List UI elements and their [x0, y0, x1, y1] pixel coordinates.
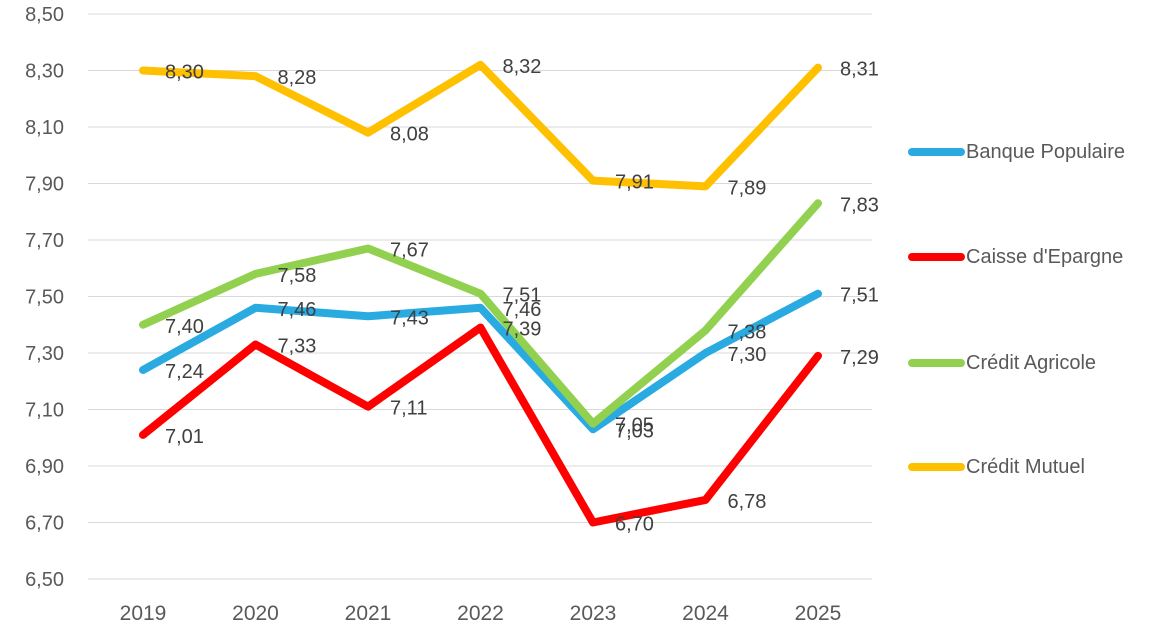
data-label-caisse-d-epargne-2024: 6,78	[728, 491, 767, 513]
y-axis-tick-label: 8,50	[25, 4, 64, 26]
legend-label-banque-populaire: Banque Populaire	[966, 140, 1126, 163]
series-line-cr-dit-mutuel[interactable]	[139, 60, 822, 191]
data-label-cr-dit-agricole-2021: 7,67	[390, 239, 429, 261]
data-label-banque-populaire-2024: 7,30	[728, 344, 767, 366]
y-axis-tick-label: 7,70	[25, 230, 64, 252]
y-axis-tick-label: 7,10	[25, 400, 64, 422]
y-axis-tick-label: 8,10	[25, 117, 64, 139]
data-label-caisse-d-epargne-2022: 7,39	[503, 319, 542, 341]
data-label-banque-populaire-2020: 7,46	[278, 299, 317, 321]
data-labels: 7,24 7,46 7,43 7,46 7,03 7,30 7,51 7,01 7,33 7,11…	[165, 56, 879, 536]
data-label-caisse-d-epargne-2025: 7,29	[840, 347, 879, 369]
data-label-cr-dit-mutuel-2019: 8,30	[165, 62, 204, 84]
legend-label-cr-dit-agricole: Crédit Agricole	[966, 351, 1097, 374]
legend-swatch-banque-populaire	[908, 148, 965, 156]
legend-item-caisse-d-epargne[interactable]: Caisse d'Epargne	[908, 243, 1123, 271]
y-axis-tick-label: 6,50	[25, 569, 64, 591]
data-label-cr-dit-agricole-2020: 7,58	[278, 265, 317, 287]
data-label-cr-dit-mutuel-2020: 8,28	[278, 67, 317, 89]
data-label-cr-dit-agricole-2025: 7,83	[840, 194, 879, 216]
y-axis-tick-label: 6,90	[25, 456, 64, 478]
data-label-cr-dit-mutuel-2025: 8,31	[840, 59, 879, 81]
x-axis-tick-label: 2025	[795, 602, 842, 625]
x-axis-tick-labels: 2019 2020 2021 2022 2023 2024 2025	[120, 602, 842, 625]
data-label-caisse-d-epargne-2019: 7,01	[165, 426, 204, 448]
x-axis-tick-label: 2019	[120, 602, 167, 625]
data-label-banque-populaire-2025: 7,51	[840, 285, 879, 307]
y-axis-tick-label: 7,30	[25, 343, 64, 365]
y-axis-tick-label: 7,50	[25, 287, 64, 309]
series-line-banque-populaire[interactable]	[139, 289, 822, 434]
data-label-caisse-d-epargne-2021: 7,11	[390, 398, 427, 420]
x-axis-tick-label: 2024	[682, 602, 729, 625]
series-line-caisse-d-epargne[interactable]	[139, 323, 822, 527]
data-label-banque-populaire-2019: 7,24	[165, 361, 204, 383]
y-axis-tick-labels: 6,50 6,70 6,90 7,10 7,30 7,50 7,70 7,90 8,10 8,30…	[25, 4, 64, 591]
data-label-cr-dit-agricole-2024: 7,38	[728, 321, 767, 343]
legend-swatch-cr-dit-mutuel	[908, 463, 965, 471]
data-label-cr-dit-mutuel-2021: 8,08	[390, 124, 429, 146]
data-label-cr-dit-agricole-2022: 7,51	[503, 285, 542, 307]
data-label-cr-dit-agricole-2019: 7,40	[165, 316, 204, 338]
legend-item-cr-dit-agricole[interactable]: Crédit Agricole	[908, 349, 1096, 377]
legend-swatch-cr-dit-agricole	[908, 359, 965, 367]
data-label-banque-populaire-2022: 7,46	[503, 299, 542, 321]
data-label-cr-dit-agricole-2023: 7,05	[615, 415, 654, 437]
data-label-banque-populaire-2023: 7,03	[615, 420, 654, 442]
y-axis-tick-label: 7,90	[25, 174, 64, 196]
x-axis-tick-label: 2020	[232, 602, 279, 625]
x-axis-tick-label: 2021	[345, 602, 392, 625]
data-label-caisse-d-epargne-2020: 7,33	[278, 336, 317, 358]
series-lines	[139, 60, 822, 527]
data-label-caisse-d-epargne-2023: 6,70	[615, 514, 654, 536]
x-axis-tick-label: 2023	[570, 602, 617, 625]
y-axis-tick-label: 8,30	[25, 61, 64, 83]
data-label-cr-dit-mutuel-2022: 8,32	[503, 56, 542, 78]
legend-item-cr-dit-mutuel[interactable]: Crédit Mutuel	[908, 453, 1085, 481]
data-label-cr-dit-mutuel-2023: 7,91	[615, 172, 654, 194]
legend-label-caisse-d-epargne: Caisse d'Epargne	[966, 245, 1124, 268]
legend-item-banque-populaire[interactable]: Banque Populaire	[908, 138, 1125, 166]
chart-legend: Banque Populaire Caisse d'Epargne Crédit A…	[908, 0, 1154, 640]
data-label-banque-populaire-2021: 7,43	[390, 307, 429, 329]
x-axis-tick-label: 2022	[457, 602, 504, 625]
series-line-cr-dit-agricole[interactable]	[139, 199, 822, 428]
legend-swatch-caisse-d-epargne	[908, 253, 965, 261]
legend-label-cr-dit-mutuel: Crédit Mutuel	[966, 455, 1085, 478]
data-label-cr-dit-mutuel-2024: 7,89	[728, 177, 767, 199]
y-axis-tick-label: 6,70	[25, 513, 64, 535]
